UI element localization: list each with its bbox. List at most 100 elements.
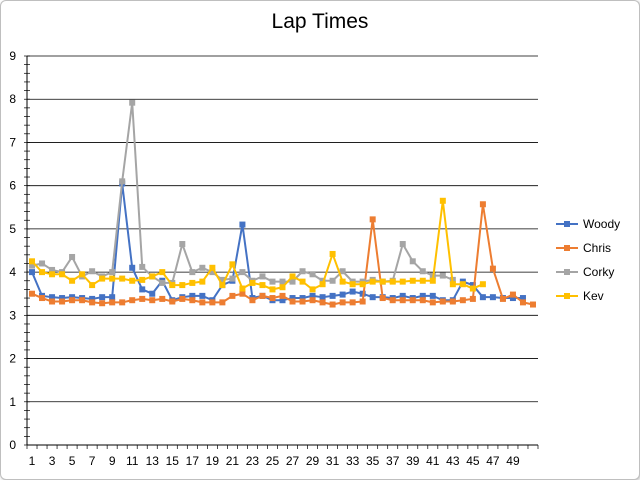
data-point	[209, 269, 216, 276]
data-point	[179, 295, 186, 302]
data-point	[469, 295, 476, 302]
data-point	[199, 299, 206, 306]
data-point	[339, 268, 346, 275]
data-point	[279, 278, 286, 285]
data-point	[219, 276, 226, 283]
data-point	[79, 271, 86, 278]
data-point	[199, 292, 206, 299]
legend-label: Woody	[583, 217, 620, 231]
data-point	[239, 290, 246, 297]
data-point	[319, 277, 326, 284]
data-point	[299, 295, 306, 302]
data-point	[339, 278, 346, 285]
data-point	[189, 279, 196, 286]
data-point	[509, 295, 516, 302]
data-point	[419, 297, 426, 304]
legend-item-chris: Chris	[556, 241, 611, 255]
data-point	[519, 299, 526, 306]
data-point	[489, 294, 496, 301]
data-point	[159, 295, 166, 302]
data-point	[69, 294, 76, 301]
data-point	[419, 277, 426, 284]
data-point	[459, 297, 466, 304]
data-point	[289, 273, 296, 280]
series-kev	[29, 197, 486, 293]
data-point	[469, 282, 476, 289]
data-point	[129, 264, 136, 271]
data-point	[469, 285, 476, 292]
data-point	[129, 277, 136, 284]
legend-label: Kev	[583, 289, 604, 303]
data-point	[159, 279, 166, 286]
data-point	[319, 281, 326, 288]
data-point	[159, 269, 166, 276]
data-point	[379, 295, 386, 302]
data-point	[329, 301, 336, 308]
data-point	[419, 268, 426, 275]
data-point	[179, 282, 186, 289]
data-point	[419, 292, 426, 299]
data-point	[189, 297, 196, 304]
series-chris	[29, 201, 536, 308]
data-point	[449, 298, 456, 305]
data-point	[89, 282, 96, 289]
y-tick-label: 0	[9, 438, 16, 452]
data-point	[499, 295, 506, 302]
data-point	[199, 264, 206, 271]
x-tick-label: 21	[226, 454, 240, 468]
data-point	[319, 294, 326, 301]
data-point	[409, 258, 416, 265]
data-point	[49, 294, 56, 301]
data-point	[329, 250, 336, 257]
data-point	[439, 272, 446, 279]
x-tick-label: 11	[126, 454, 139, 468]
data-point	[369, 294, 376, 301]
y-tick-label: 5	[9, 222, 16, 236]
data-point	[349, 299, 356, 306]
data-point	[119, 275, 126, 282]
data-point	[349, 281, 356, 288]
data-point	[369, 216, 376, 223]
data-point	[29, 269, 36, 276]
data-point	[89, 299, 96, 306]
data-point	[79, 297, 86, 304]
data-point	[309, 292, 316, 299]
data-point	[529, 301, 536, 308]
data-point	[139, 295, 146, 302]
x-tick-label: 17	[186, 454, 200, 468]
data-point	[59, 271, 66, 278]
data-point	[39, 295, 46, 302]
legend-marker	[564, 221, 570, 227]
data-point	[479, 294, 486, 301]
data-point	[119, 178, 126, 185]
data-point	[259, 292, 266, 299]
x-tick-label: 39	[406, 454, 420, 468]
data-point	[279, 284, 286, 291]
x-tick-label: 35	[366, 454, 380, 468]
x-tick-label: 49	[506, 454, 520, 468]
series-line	[31, 101, 454, 284]
y-tick-label: 4	[9, 265, 16, 279]
data-point	[69, 253, 76, 260]
data-point	[329, 277, 336, 284]
chart-title: Lap Times	[271, 10, 369, 33]
data-point	[89, 268, 96, 275]
data-point	[259, 282, 266, 289]
data-point	[119, 299, 126, 306]
data-point	[339, 291, 346, 298]
data-point	[129, 99, 136, 106]
data-point	[429, 292, 436, 299]
data-point	[329, 292, 336, 299]
data-point	[229, 275, 236, 282]
data-point	[99, 294, 106, 301]
data-point	[439, 298, 446, 305]
data-point	[269, 278, 276, 285]
data-point	[139, 286, 146, 293]
legend-marker	[564, 245, 570, 251]
x-tick-label: 3	[49, 454, 56, 468]
data-point	[269, 295, 276, 302]
data-point	[269, 286, 276, 293]
data-point	[299, 298, 306, 305]
data-point	[429, 299, 436, 306]
axes	[24, 55, 539, 449]
